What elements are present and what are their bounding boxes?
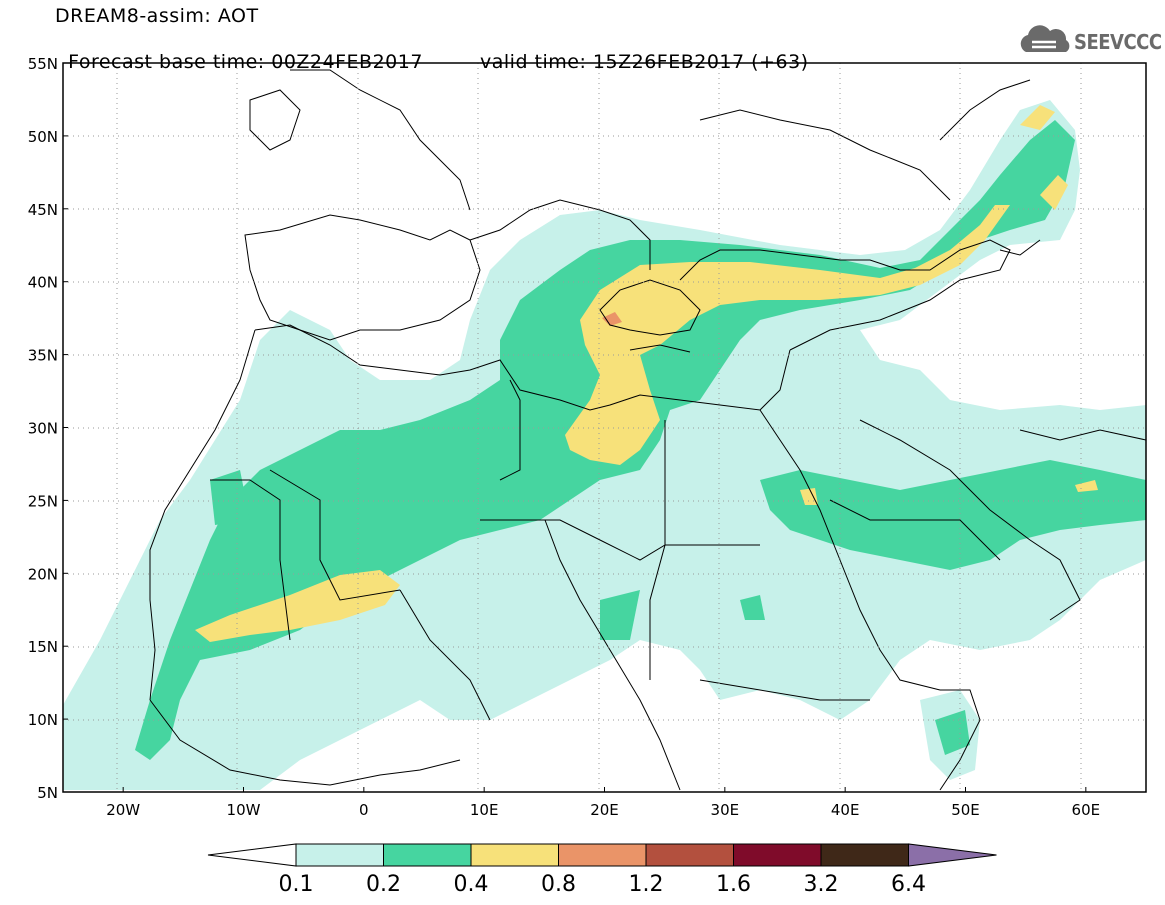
lon-tick-label: 50E [951, 801, 980, 819]
colorbar-segment [295, 843, 384, 867]
colorbar-segment [558, 843, 647, 867]
colorbar-segment [820, 843, 909, 867]
valid-time-label: valid time: 15Z26FEB2017 (+63) [480, 51, 809, 73]
chart-subtitle: Forecast base time: 00Z24FEB2017 valid ti… [55, 29, 808, 73]
colorbar-label: 0.8 [541, 872, 576, 897]
colorbar-segment [383, 843, 472, 867]
base-time-label: Forecast base time: 00Z24FEB2017 [68, 51, 423, 73]
aot-level-0-4 [195, 105, 1098, 642]
aot-level-0-8 [602, 312, 622, 326]
colorbar-segment [645, 843, 734, 867]
colorbar [207, 843, 997, 867]
colorbar-label: 1.2 [628, 872, 664, 897]
latitude-axis: 55N 50N 45N 40N 35N 30N 25N 20N 15N 10N 5N [28, 55, 68, 802]
graticule [63, 63, 1146, 792]
longitude-axis: 20W 10W 0 10E 20E 30E 40E 50E 60E [106, 787, 1100, 819]
colorbar-label: 1.6 [716, 872, 751, 897]
seevccc-logo: SEEVCCC [1016, 24, 1162, 58]
lat-tick-label: 25N [28, 492, 58, 510]
lat-tick-label: 20N [28, 565, 58, 583]
lat-tick-label: 45N [28, 201, 58, 219]
colorbar-upper-extension [908, 843, 997, 867]
lon-tick-label: 20W [106, 801, 140, 819]
lat-tick-label: 30N [28, 420, 58, 438]
lon-tick-label: 20E [590, 801, 619, 819]
aot-field [63, 100, 1146, 790]
colorbar-lower-extension [207, 843, 297, 867]
colorbar-label: 0.2 [366, 872, 401, 897]
lat-tick-label: 15N [28, 638, 58, 656]
lat-tick-label: 40N [28, 274, 58, 292]
colorbar-label: 6.4 [891, 872, 926, 897]
lat-tick-label: 5N [37, 784, 58, 802]
lat-tick-label: 35N [28, 347, 58, 365]
lon-tick-label: 30E [711, 801, 740, 819]
colorbar-segment [733, 843, 822, 867]
colorbar-label: 0.4 [453, 872, 489, 897]
colorbar-label: 0.1 [278, 872, 314, 897]
lat-tick-label: 10N [28, 711, 58, 729]
cloud-icon [1020, 25, 1070, 52]
lon-tick-label: 60E [1072, 801, 1101, 819]
lat-tick-label: 50N [28, 128, 58, 146]
lon-tick-label: 40E [831, 801, 860, 819]
logo-text: SEEVCCC [1074, 30, 1162, 54]
lon-tick-label: 10E [470, 801, 499, 819]
colorbar-segment [470, 843, 559, 867]
coastlines [149, 69, 1146, 791]
chart-title: DREAM8-assim: AOT [55, 5, 259, 27]
colorbar-label: 3.2 [803, 872, 839, 897]
lon-tick-label: 0 [359, 801, 369, 819]
lon-tick-label: 10W [227, 801, 261, 819]
lat-tick-label: 55N [28, 55, 58, 73]
